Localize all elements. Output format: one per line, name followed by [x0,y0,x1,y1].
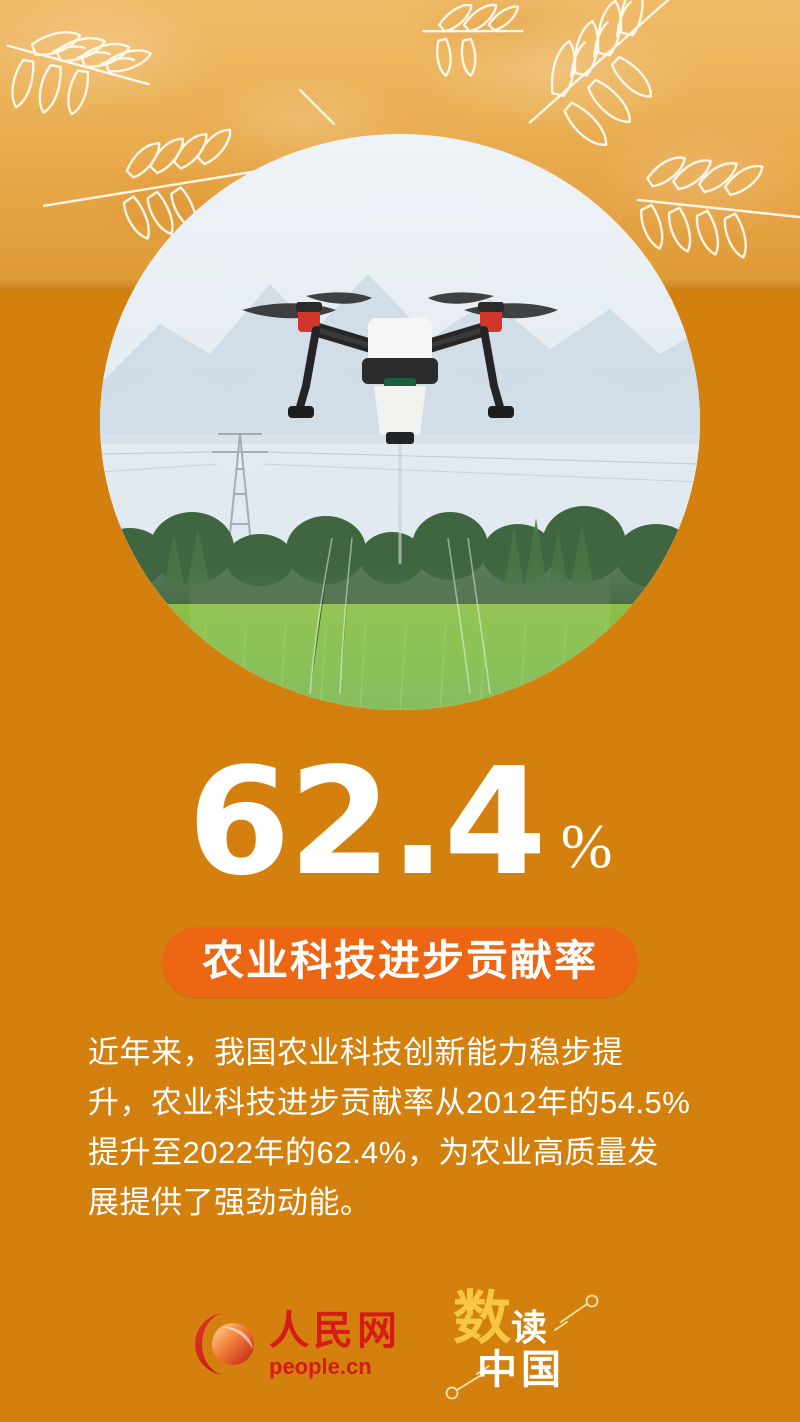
stat-label-wrap: 农业科技进步贡献率 [0,927,800,998]
shudu-word-zhongguo: 中国 [477,1347,565,1392]
stat-row: 62.4 % [0,748,800,896]
drone-photo [100,134,700,710]
shudu-chart-decoration-icon [445,1294,599,1400]
status-badge: 农业科技进步贡献率 [161,927,638,998]
spray-mist [190,564,610,710]
stat-value: 62.4 [187,736,547,908]
body-paragraph: 近年来，我国农业科技创新能力稳步提 升，农业科技进步贡献率从2012年的54.5… [88,1028,720,1228]
shudu-zhongguo-logo: 数 读 中国 [437,1288,607,1400]
body-line-3: 提升至2022年的62.4%，为农业高质量发 [88,1135,659,1170]
footer-brand-row: 人民网 people.cn 数 读 中国 [0,1288,800,1400]
people-cn-logo: 人民网 people.cn [193,1307,401,1379]
body-line-2: 升，农业科技进步贡献率从2012年的54.5% [88,1085,691,1120]
body-line-1: 近年来，我国农业科技创新能力稳步提 [88,1035,624,1070]
people-cn-wordmark: 人民网 people.cn [269,1307,401,1379]
power-tower [100,433,700,555]
shudu-char-du: 读 [511,1308,548,1348]
people-cn-zh: 人民网 [269,1307,401,1353]
shudu-char-shu: 数 [453,1286,512,1351]
drone-icon [242,292,558,564]
people-cn-mark-icon [195,1313,254,1375]
stat-unit: % [560,813,613,881]
people-cn-en: people.cn [269,1353,372,1379]
body-line-4: 展提供了强劲动能。 [88,1185,372,1220]
hero-photo-circle [100,134,700,710]
